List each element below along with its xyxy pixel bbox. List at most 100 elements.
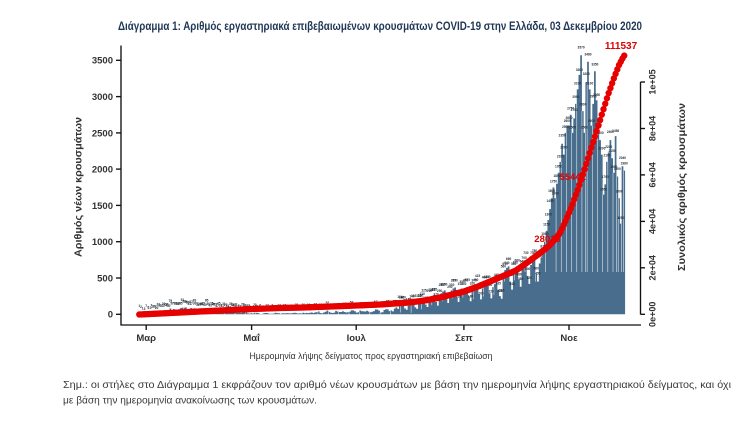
svg-text:60: 60	[194, 301, 198, 305]
svg-text:20: 20	[253, 303, 257, 307]
svg-text:56: 56	[165, 302, 169, 306]
svg-text:155: 155	[416, 294, 422, 298]
svg-text:2456: 2456	[612, 129, 619, 133]
svg-text:1: 1	[142, 306, 144, 310]
svg-text:170: 170	[456, 295, 462, 299]
svg-text:500: 500	[97, 273, 113, 284]
svg-text:2200: 2200	[598, 147, 605, 151]
svg-text:3500: 3500	[92, 56, 113, 67]
svg-text:2150: 2150	[609, 149, 616, 153]
svg-text:1e+05: 1e+05	[648, 69, 658, 94]
svg-text:90: 90	[182, 299, 186, 303]
svg-text:440: 440	[494, 273, 500, 277]
svg-text:2500: 2500	[569, 126, 576, 130]
svg-text:96: 96	[184, 300, 188, 304]
svg-text:55: 55	[213, 302, 217, 306]
svg-text:560: 560	[534, 266, 540, 270]
svg-text:3300: 3300	[576, 68, 583, 72]
svg-text:85: 85	[179, 301, 183, 305]
svg-text:με βάση την ημερομηνία ανακοίν: με βάση την ημερομηνία ανακοίνωσης των κ…	[63, 395, 317, 407]
svg-text:17: 17	[236, 304, 240, 308]
svg-text:85: 85	[205, 299, 209, 303]
svg-text:2400: 2400	[607, 130, 614, 134]
svg-text:12: 12	[246, 303, 250, 307]
svg-text:315: 315	[458, 282, 464, 286]
svg-text:2700: 2700	[571, 108, 578, 112]
svg-text:20: 20	[155, 306, 159, 310]
svg-text:375: 375	[465, 278, 471, 282]
svg-text:1250: 1250	[617, 216, 624, 220]
svg-text:Διάγραμμα 1: Αριθμός εργαστηρι: Διάγραμμα 1: Αριθμός εργαστηριακά επιβεβ…	[118, 21, 642, 33]
svg-text:2950: 2950	[593, 93, 600, 97]
svg-text:24: 24	[163, 304, 167, 308]
svg-text:210: 210	[427, 289, 433, 293]
svg-text:170: 170	[433, 292, 439, 296]
svg-text:1600: 1600	[552, 191, 559, 195]
svg-text:180: 180	[418, 293, 424, 297]
svg-text:22: 22	[153, 305, 157, 309]
svg-text:2900: 2900	[590, 94, 597, 98]
svg-text:7: 7	[145, 304, 147, 308]
svg-text:1950: 1950	[610, 165, 617, 169]
svg-text:1600: 1600	[615, 190, 622, 194]
svg-text:355: 355	[459, 280, 465, 284]
svg-text:77: 77	[191, 302, 195, 306]
svg-text:355: 355	[463, 278, 469, 282]
svg-text:40: 40	[212, 302, 216, 306]
svg-text:2100: 2100	[557, 155, 564, 159]
svg-text:68: 68	[177, 301, 181, 305]
svg-text:Μαρ: Μαρ	[136, 333, 156, 344]
svg-text:620: 620	[513, 260, 519, 264]
svg-text:2230: 2230	[605, 145, 612, 149]
svg-text:1900: 1900	[614, 167, 621, 171]
svg-text:2400: 2400	[597, 131, 604, 135]
svg-text:55442: 55442	[560, 172, 586, 183]
svg-text:30: 30	[243, 304, 247, 308]
svg-text:31: 31	[158, 304, 162, 308]
svg-text:400: 400	[482, 276, 488, 280]
svg-text:Ιουλ: Ιουλ	[347, 333, 367, 344]
svg-text:91: 91	[181, 298, 185, 302]
svg-text:50: 50	[207, 302, 211, 306]
svg-text:Σημ.: οι στήλες στο Διάγραμμα: Σημ.: οι στήλες στο Διάγραμμα 1 εκφράζου…	[63, 379, 732, 391]
svg-text:32: 32	[157, 302, 161, 306]
svg-text:7: 7	[147, 305, 149, 309]
svg-text:50: 50	[167, 304, 171, 308]
svg-text:47: 47	[215, 304, 219, 308]
svg-text:40: 40	[160, 304, 164, 308]
svg-text:340: 340	[461, 282, 467, 286]
svg-text:2350: 2350	[559, 134, 566, 138]
svg-text:2500: 2500	[581, 126, 588, 130]
svg-text:2500: 2500	[92, 128, 113, 139]
svg-text:250: 250	[497, 289, 503, 293]
svg-text:Ημερομηνία λήψης δείγματος προ: Ημερομηνία λήψης δείγματος προς εργαστηρ…	[250, 351, 493, 362]
svg-text:335: 335	[496, 282, 502, 286]
svg-text:Μαΐ: Μαΐ	[243, 333, 260, 344]
svg-text:2000: 2000	[92, 165, 113, 176]
svg-text:480: 480	[516, 273, 522, 277]
svg-text:740: 740	[530, 251, 536, 255]
svg-text:255: 255	[430, 288, 436, 292]
svg-text:205: 205	[478, 292, 484, 296]
svg-text:1300: 1300	[545, 213, 552, 217]
svg-text:79: 79	[169, 299, 173, 303]
svg-text:83: 83	[193, 299, 197, 303]
svg-text:235: 235	[428, 288, 434, 292]
svg-text:355: 355	[451, 278, 457, 282]
svg-text:60: 60	[203, 303, 207, 307]
svg-text:370: 370	[452, 278, 458, 282]
svg-text:29: 29	[198, 302, 202, 306]
svg-text:870: 870	[540, 244, 546, 248]
svg-text:Συνολικός αριθμός κρουσμάτων: Συνολικός αριθμός κρουσμάτων	[676, 103, 688, 271]
svg-text:640: 640	[504, 261, 510, 265]
svg-text:2750: 2750	[567, 106, 574, 110]
svg-text:290: 290	[487, 283, 493, 287]
svg-text:1650: 1650	[600, 188, 607, 192]
svg-text:27: 27	[224, 303, 228, 307]
svg-text:0: 0	[108, 310, 113, 321]
svg-text:1800: 1800	[553, 174, 560, 178]
svg-text:700: 700	[521, 256, 527, 260]
svg-text:1000: 1000	[541, 232, 548, 236]
svg-text:2600: 2600	[588, 119, 595, 123]
svg-text:610: 610	[502, 262, 508, 266]
